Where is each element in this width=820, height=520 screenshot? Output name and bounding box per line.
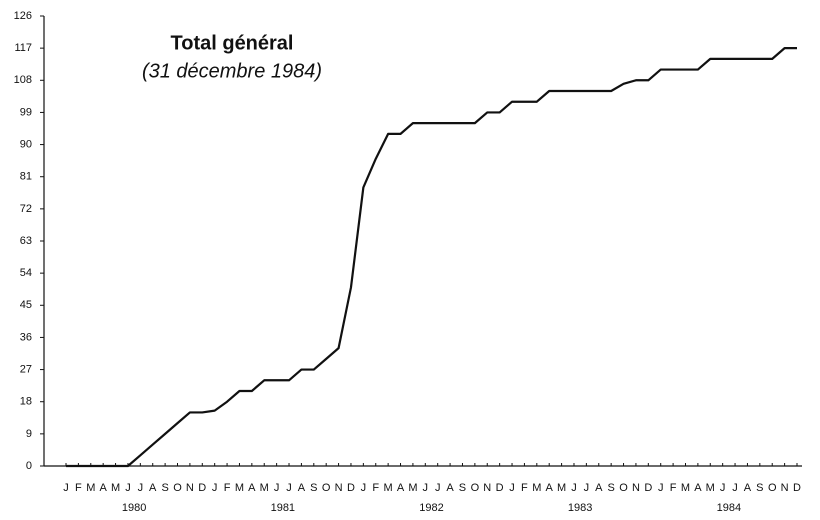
x-tick-label: A bbox=[149, 482, 157, 494]
x-tick-label: S bbox=[161, 482, 168, 494]
x-tick-label: A bbox=[99, 482, 107, 494]
x-tick-label: J bbox=[435, 482, 441, 494]
x-tick-label: M bbox=[235, 482, 244, 494]
x-tick-label: D bbox=[644, 482, 652, 494]
chart-subtitle: (31 décembre 1984) bbox=[142, 60, 322, 82]
x-tick-label: J bbox=[423, 482, 429, 494]
x-tick-label: M bbox=[706, 482, 715, 494]
y-tick-label: 117 bbox=[14, 42, 32, 54]
y-tick-label: 126 bbox=[14, 10, 32, 22]
x-tick-label: D bbox=[198, 482, 206, 494]
x-tick-label: J bbox=[732, 482, 738, 494]
y-tick-label: 0 bbox=[26, 460, 32, 472]
y-tick-label: 90 bbox=[20, 138, 32, 150]
year-label: 1984 bbox=[717, 502, 741, 514]
x-tick-label: M bbox=[532, 482, 541, 494]
x-tick-label: D bbox=[496, 482, 504, 494]
x-tick-label: F bbox=[521, 482, 528, 494]
x-tick-label: A bbox=[298, 482, 306, 494]
y-tick-label: 72 bbox=[20, 203, 32, 215]
x-tick-label: J bbox=[125, 482, 131, 494]
x-tick-label: S bbox=[459, 482, 466, 494]
x-tick-label: F bbox=[670, 482, 677, 494]
x-tick-label: M bbox=[111, 482, 120, 494]
year-label: 1982 bbox=[419, 502, 443, 514]
x-tick-label: F bbox=[75, 482, 82, 494]
x-tick-label: J bbox=[509, 482, 515, 494]
x-tick-label: M bbox=[86, 482, 95, 494]
x-tick-label: J bbox=[571, 482, 577, 494]
x-tick-label: J bbox=[212, 482, 218, 494]
y-tick-label: 99 bbox=[20, 106, 32, 118]
x-tick-label: J bbox=[361, 482, 367, 494]
x-tick-label: D bbox=[793, 482, 801, 494]
y-tick-label: 63 bbox=[20, 235, 32, 247]
x-tick-label: J bbox=[63, 482, 69, 494]
y-tick-label: 54 bbox=[20, 267, 32, 279]
x-tick-label: N bbox=[781, 482, 789, 494]
y-tick-label: 81 bbox=[20, 171, 32, 183]
x-tick-label: O bbox=[619, 482, 628, 494]
x-tick-label: J bbox=[274, 482, 280, 494]
x-tick-label: A bbox=[595, 482, 603, 494]
x-tick-label: O bbox=[173, 482, 182, 494]
x-tick-label: D bbox=[347, 482, 355, 494]
x-tick-label: O bbox=[471, 482, 480, 494]
x-tick-label: A bbox=[694, 482, 702, 494]
x-tick-label: J bbox=[286, 482, 292, 494]
x-tick-label: A bbox=[744, 482, 752, 494]
x-tick-label: F bbox=[224, 482, 231, 494]
x-tick-label: M bbox=[681, 482, 690, 494]
year-label: 1981 bbox=[271, 502, 295, 514]
year-label: 1983 bbox=[568, 502, 592, 514]
x-tick-label: F bbox=[372, 482, 379, 494]
y-tick-label: 36 bbox=[20, 331, 32, 343]
x-tick-label: S bbox=[607, 482, 614, 494]
x-tick-label: S bbox=[310, 482, 317, 494]
x-tick-label: A bbox=[446, 482, 454, 494]
x-tick-label: J bbox=[658, 482, 664, 494]
x-tick-label: A bbox=[397, 482, 405, 494]
data-line bbox=[66, 47, 797, 468]
chart-title: Total général bbox=[171, 32, 294, 54]
x-tick-label: J bbox=[584, 482, 590, 494]
x-tick-label: M bbox=[557, 482, 566, 494]
y-tick-label: 108 bbox=[14, 74, 32, 86]
y-tick-label: 45 bbox=[20, 299, 32, 311]
x-tick-label: M bbox=[260, 482, 269, 494]
x-tick-label: O bbox=[768, 482, 777, 494]
y-tick-label: 9 bbox=[26, 428, 32, 440]
x-tick-label: M bbox=[384, 482, 393, 494]
year-label: 1980 bbox=[122, 502, 146, 514]
y-tick-label: 27 bbox=[20, 363, 32, 375]
x-tick-label: O bbox=[322, 482, 331, 494]
y-tick-label: 18 bbox=[20, 396, 32, 408]
x-tick-label: J bbox=[720, 482, 726, 494]
x-tick-label: N bbox=[632, 482, 640, 494]
x-tick-label: N bbox=[335, 482, 343, 494]
x-tick-label: A bbox=[546, 482, 554, 494]
x-tick-label: A bbox=[248, 482, 256, 494]
x-tick-label: S bbox=[756, 482, 763, 494]
x-tick-label: J bbox=[138, 482, 144, 494]
x-tick-label: M bbox=[408, 482, 417, 494]
x-tick-label: N bbox=[483, 482, 491, 494]
x-tick-label: N bbox=[186, 482, 194, 494]
